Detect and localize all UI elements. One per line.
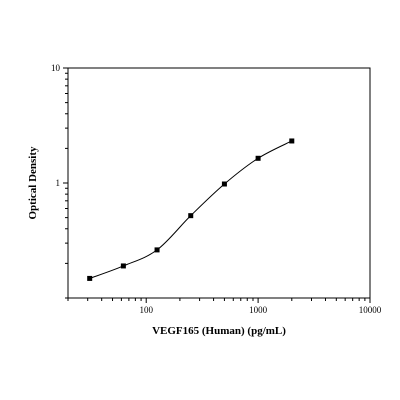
fit-curve-layer xyxy=(89,140,293,279)
y-tick-label: 1 xyxy=(56,178,61,188)
plot-border xyxy=(67,67,371,299)
data-point xyxy=(188,213,194,219)
data-point xyxy=(255,155,261,161)
plot-area xyxy=(67,67,371,299)
y-axis: 1 10 xyxy=(51,63,68,299)
data-points xyxy=(87,138,295,281)
x-tick-label: 1000 xyxy=(249,305,268,315)
x-axis-title: VEGF165 (Human) (pg/mL) xyxy=(152,325,286,337)
data-point xyxy=(87,275,93,281)
data-point xyxy=(221,181,227,187)
fit-curve xyxy=(89,140,293,279)
y-axis-title: Optical Density xyxy=(27,146,39,220)
x-tick-label: 100 xyxy=(139,305,153,315)
y-tick-label: 10 xyxy=(51,63,61,73)
x-tick-label: 10000 xyxy=(359,305,382,315)
x-axis: 100 1000 10000 xyxy=(67,298,382,315)
data-point xyxy=(120,263,126,269)
data-point xyxy=(154,247,160,253)
data-point xyxy=(289,138,295,144)
